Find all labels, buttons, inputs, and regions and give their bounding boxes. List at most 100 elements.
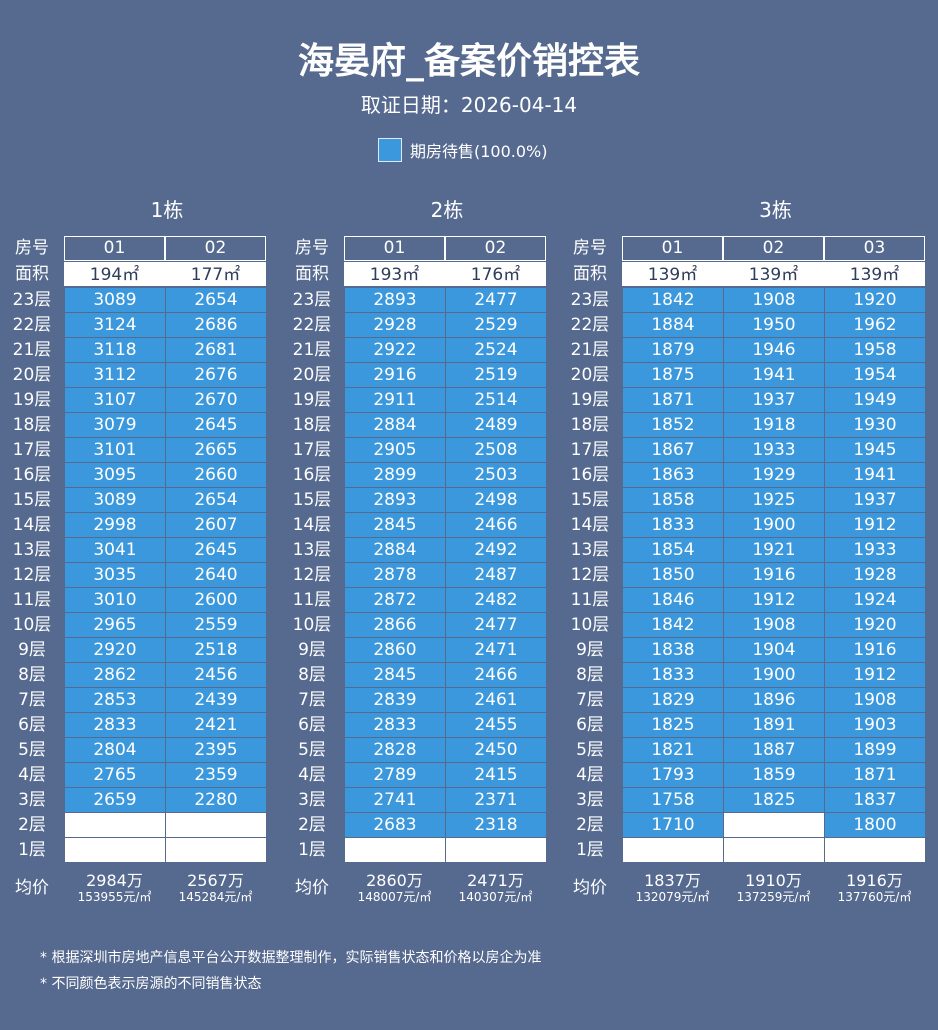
unit-price-cell: 3112 <box>65 363 165 387</box>
unit-price-cell: 1912 <box>825 663 925 687</box>
floor-label: 22层 <box>570 315 610 335</box>
unit-price-cell: 1908 <box>724 288 824 312</box>
unit-price-cell: 1852 <box>623 413 723 437</box>
unit-price-cell: 1758 <box>623 788 723 812</box>
unit-price-cell: 1912 <box>724 588 824 612</box>
unit-price-cell: 2439 <box>166 688 266 712</box>
unit-price-cell: 2489 <box>446 413 546 437</box>
unit-price-cell: 2660 <box>166 463 266 487</box>
unit-price-cell: 2665 <box>166 438 266 462</box>
unit-price-cell: 2456 <box>166 663 266 687</box>
unit-price-cell: 2471 <box>446 638 546 662</box>
unit-price-cell: 3124 <box>65 313 165 337</box>
unit-price-cell: 2371 <box>446 788 546 812</box>
unit-price-cell: 2466 <box>446 663 546 687</box>
unit-price-cell: 3118 <box>65 338 165 362</box>
floor-label: 3层 <box>298 790 326 810</box>
room-number-label: 房号 <box>15 238 49 258</box>
unit-price-cell: 1859 <box>724 763 824 787</box>
unit-price-cell: 1863 <box>623 463 723 487</box>
unit-price-cell: 2893 <box>345 288 445 312</box>
building-3-table: 3栋 房号 面积 01 139㎡ 02 139㎡ 03 139㎡ 23层 1842 1908 1920 2… <box>560 188 927 908</box>
average-unit-price: 132079元/㎡ <box>635 890 710 904</box>
unit-price-cell: 2681 <box>166 338 266 362</box>
average-price: 2567万 145284元/㎡ <box>165 872 266 905</box>
unit-price-cell: 1920 <box>825 613 925 637</box>
average-price-label: 均价 <box>15 878 49 898</box>
unit-price-cell: 1837 <box>825 788 925 812</box>
unit-price-cell: 2600 <box>166 588 266 612</box>
unit-area: 139㎡ <box>723 262 824 286</box>
unit-price-cell: 2421 <box>166 713 266 737</box>
unit-header: 01 <box>64 236 165 261</box>
floor-label: 9层 <box>576 640 604 660</box>
floor-label: 20层 <box>570 365 610 385</box>
unit-price-cell: 2654 <box>166 288 266 312</box>
unit-price-cell: 1896 <box>724 688 824 712</box>
unit-header: 01 <box>622 236 723 261</box>
unit-price-cell: 3079 <box>65 413 165 437</box>
building-name: 3栋 <box>759 198 792 222</box>
room-number-label: 房号 <box>573 238 607 258</box>
unit-price-cell: 2998 <box>65 513 165 537</box>
unit-price-cell: 2828 <box>345 738 445 762</box>
unit-price-cell: 1842 <box>623 613 723 637</box>
average-total-price: 2860万 <box>366 871 423 890</box>
unit-empty-cell <box>65 813 165 837</box>
average-unit-price: 140307元/㎡ <box>458 890 533 904</box>
average-price-label: 均价 <box>573 878 607 898</box>
floor-label: 16层 <box>292 465 332 485</box>
average-total-price: 1837万 <box>644 871 701 890</box>
floor-label: 23层 <box>570 290 610 310</box>
floor-label: 5层 <box>576 740 604 760</box>
floor-label: 22层 <box>12 315 52 335</box>
unit-price-cell: 2559 <box>166 613 266 637</box>
unit-header: 03 <box>824 236 925 261</box>
unit-price-cell: 1933 <box>724 438 824 462</box>
building-2-table: 2栋 房号 面积 01 193㎡ 02 176㎡ 23层 2893 2477 22层 2928 2529… <box>282 188 548 908</box>
unit-price-cell: 1904 <box>724 638 824 662</box>
average-unit-price: 153955元/㎡ <box>77 890 152 904</box>
unit-price-cell: 2899 <box>345 463 445 487</box>
floor-label: 11层 <box>570 590 610 610</box>
unit-price-cell: 1875 <box>623 363 723 387</box>
unit-area: 139㎡ <box>824 262 925 286</box>
unit-price-cell: 2514 <box>446 388 546 412</box>
unit-price-cell: 2686 <box>166 313 266 337</box>
floor-label: 10层 <box>292 615 332 635</box>
floor-label: 21层 <box>570 340 610 360</box>
unit-price-cell: 1871 <box>825 763 925 787</box>
floor-label: 9层 <box>298 640 326 660</box>
unit-price-cell: 2524 <box>446 338 546 362</box>
unit-price-cell: 2659 <box>65 788 165 812</box>
unit-price-cell: 2477 <box>446 288 546 312</box>
unit-area: 194㎡ <box>64 262 165 286</box>
unit-price-cell: 2839 <box>345 688 445 712</box>
unit-price-cell: 2911 <box>345 388 445 412</box>
legend-swatch-presale <box>378 138 402 162</box>
floor-label: 1层 <box>18 840 46 860</box>
unit-price-cell: 1916 <box>724 563 824 587</box>
unit-price-cell: 1710 <box>623 813 723 837</box>
unit-price-cell: 2916 <box>345 363 445 387</box>
unit-header: 02 <box>723 236 824 261</box>
unit-price-cell: 3107 <box>65 388 165 412</box>
unit-price-cell: 2833 <box>65 713 165 737</box>
unit-price-cell: 2741 <box>345 788 445 812</box>
floor-label: 18层 <box>570 415 610 435</box>
area-label: 面积 <box>295 264 329 284</box>
unit-price-cell: 1821 <box>623 738 723 762</box>
average-price-label: 均价 <box>295 878 329 898</box>
floor-label: 11层 <box>12 590 52 610</box>
floor-label: 20层 <box>12 365 52 385</box>
floor-label: 16层 <box>570 465 610 485</box>
unit-price-cell: 3089 <box>65 488 165 512</box>
unit-price-cell: 1887 <box>724 738 824 762</box>
unit-empty-cell <box>724 838 824 862</box>
unit-price-cell: 1793 <box>623 763 723 787</box>
unit-price-cell: 3041 <box>65 538 165 562</box>
unit-price-cell: 1891 <box>724 713 824 737</box>
unit-price-cell: 1879 <box>623 338 723 362</box>
unit-area: 177㎡ <box>165 262 266 286</box>
unit-price-cell: 2862 <box>65 663 165 687</box>
